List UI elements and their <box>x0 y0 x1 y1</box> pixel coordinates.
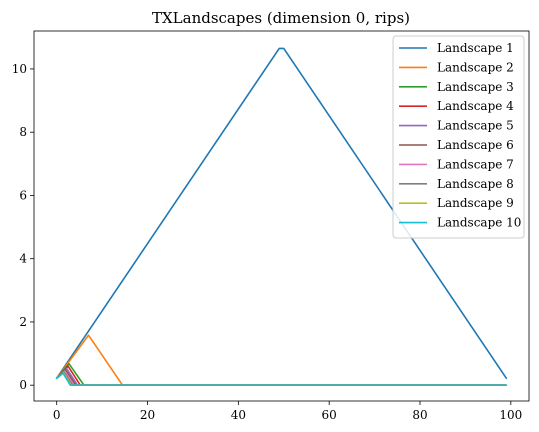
series-line-3 <box>55 362 508 386</box>
series-line-8 <box>55 371 508 386</box>
y-tick-label: 6 <box>19 188 27 202</box>
series-line-10 <box>55 372 508 386</box>
y-tick-label: 10 <box>12 62 27 76</box>
x-axis: 0 20 40 60 80 100 <box>53 401 522 422</box>
series-line-7 <box>55 370 508 386</box>
legend-label: Landscape 9 <box>437 196 514 210</box>
series-line-9 <box>55 372 508 386</box>
legend-label: Landscape 2 <box>437 60 514 74</box>
legend: Landscape 1 Landscape 2 Landscape 3 Landsca… <box>392 35 525 239</box>
y-tick-label: 2 <box>19 315 27 329</box>
series-line-5 <box>55 367 508 386</box>
legend-label: Landscape 10 <box>437 216 521 230</box>
y-tick-label: 8 <box>19 125 27 139</box>
series-line-6 <box>55 369 508 386</box>
series-line-4 <box>55 365 508 386</box>
x-tick-label: 100 <box>499 408 522 422</box>
x-tick-label: 0 <box>53 408 61 422</box>
legend-label: Landscape 4 <box>437 99 514 113</box>
y-tick-label: 4 <box>19 252 27 266</box>
legend-label: Landscape 3 <box>437 80 514 94</box>
x-tick-label: 20 <box>140 408 155 422</box>
legend-label: Landscape 6 <box>437 138 514 152</box>
legend-label: Landscape 8 <box>437 177 514 191</box>
x-tick-label: 60 <box>322 408 337 422</box>
legend-label: Landscape 7 <box>437 157 514 171</box>
x-tick-label: 80 <box>412 408 427 422</box>
legend-label: Landscape 1 <box>437 41 514 55</box>
x-tick-label: 40 <box>231 408 246 422</box>
axes-frame <box>33 30 530 402</box>
y-axis: 0 2 4 6 8 10 <box>12 62 34 392</box>
legend-label: Landscape 5 <box>437 119 514 133</box>
series-line-2 <box>55 334 508 386</box>
y-tick-label: 0 <box>19 378 27 392</box>
chart-title: TXLandscapes (dimension 0, rips) <box>152 9 410 27</box>
